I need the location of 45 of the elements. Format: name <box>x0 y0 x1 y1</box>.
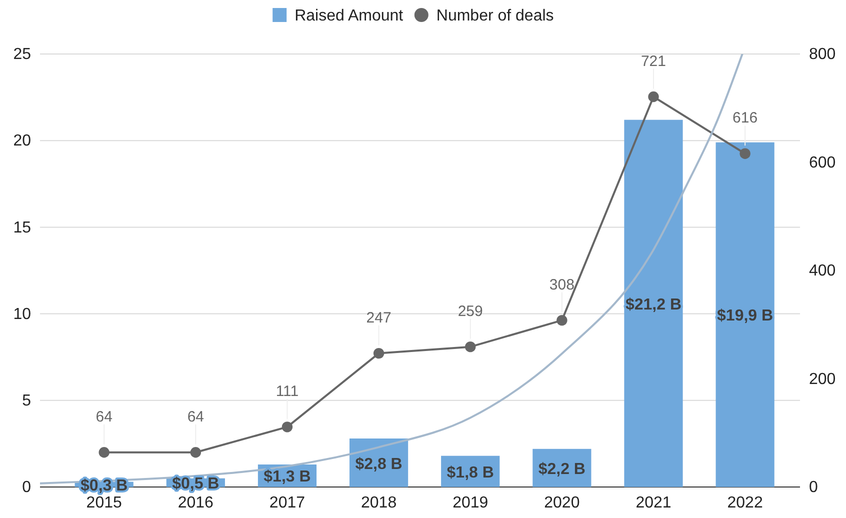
data-label: $19,9 B <box>717 308 774 325</box>
data-label: 247 <box>366 309 392 326</box>
data-label: 721 <box>640 52 666 70</box>
data-label: 64 <box>96 408 112 426</box>
data-label: $2,8 B <box>355 456 402 473</box>
legend-label: Raised Amount <box>294 8 404 24</box>
bar <box>716 142 774 487</box>
data-label: 111 <box>276 382 299 400</box>
data-label: $21,2 B <box>625 296 682 314</box>
y2-tick-label: 400 <box>809 262 836 280</box>
x-tick-label: 2019 <box>452 494 488 512</box>
point <box>373 348 384 359</box>
bar <box>624 120 683 487</box>
x-tick-label: 2017 <box>269 494 306 512</box>
data-label: 616 <box>732 110 758 127</box>
y2-tick-label: 800 <box>809 46 836 64</box>
data-label: $1,3 B <box>264 468 311 486</box>
y-tick-label: 10 <box>13 306 32 323</box>
x-tick-label: 2018 <box>361 494 397 512</box>
data-label: $1,8 B <box>446 464 494 482</box>
point <box>556 314 568 326</box>
y-tick-label: 15 <box>13 219 32 236</box>
y-tick-label: 20 <box>13 132 32 150</box>
x-tick-label: 2020 <box>544 494 580 512</box>
y-tick-label: 25 <box>13 46 32 64</box>
data-label: 308 <box>549 276 574 294</box>
x-tick-label: 2015 <box>86 494 122 512</box>
point <box>282 422 293 432</box>
point <box>190 447 202 458</box>
data-label: $2,2 B <box>538 460 586 478</box>
x-tick-label: 2021 <box>636 494 672 512</box>
data-label: 259 <box>458 302 483 320</box>
y-tick-label: 5 <box>22 392 32 410</box>
legend-label: Number of deals <box>436 8 554 24</box>
data-label: 64 <box>187 408 204 426</box>
x-tick-label: 2022 <box>727 494 763 512</box>
y2-tick-label: 600 <box>809 154 836 172</box>
y2-tick-label: 0 <box>809 479 818 496</box>
point <box>740 148 750 159</box>
point <box>648 91 659 102</box>
point <box>98 447 110 458</box>
y2-tick-label: 200 <box>809 370 836 388</box>
point <box>465 341 476 352</box>
y-tick-label: 0 <box>22 479 32 496</box>
x-tick-label: 2016 <box>178 494 214 512</box>
